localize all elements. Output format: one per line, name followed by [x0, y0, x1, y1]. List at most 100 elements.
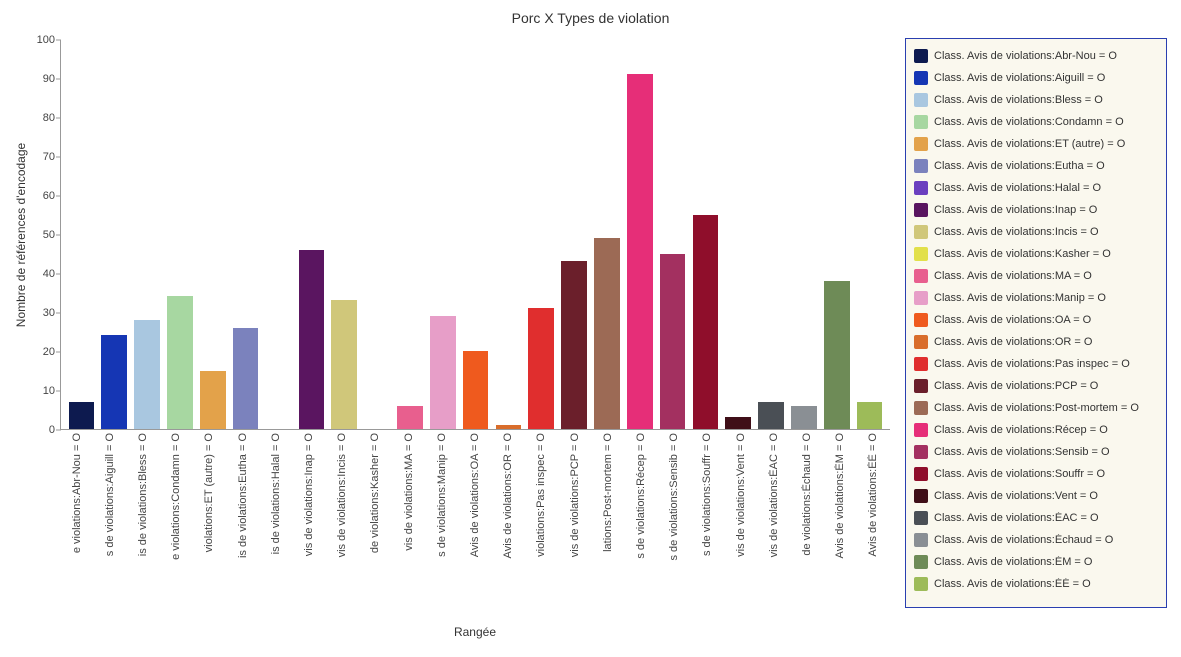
legend-item[interactable]: Class. Avis de violations:ÉM = O: [914, 551, 1158, 573]
legend-item[interactable]: Class. Avis de violations:Eutha = O: [914, 155, 1158, 177]
bar-slot: [656, 40, 689, 429]
legend-item[interactable]: Class. Avis de violations:Vent = O: [914, 485, 1158, 507]
y-tick-mark: [56, 352, 61, 353]
legend-label: Class. Avis de violations:Pas inspec = O: [934, 358, 1130, 370]
y-tick-label: 50: [43, 229, 55, 241]
legend-item[interactable]: Class. Avis de violations:Incis = O: [914, 221, 1158, 243]
legend-label: Class. Avis de violations:Kasher = O: [934, 248, 1111, 260]
bar-bless[interactable]: [134, 320, 160, 429]
bar-incis[interactable]: [331, 300, 357, 429]
bar-eutha[interactable]: [233, 328, 259, 429]
legend-item[interactable]: Class. Avis de violations:ÉÉ = O: [914, 573, 1158, 595]
bar-slot: [229, 40, 262, 429]
legend-swatch: [914, 203, 928, 217]
y-tick-label: 60: [43, 190, 55, 202]
legend-label: Class. Avis de violations:OA = O: [934, 314, 1091, 326]
y-tick-label: 40: [43, 268, 55, 280]
bar-slot: [755, 40, 788, 429]
bar-slot: [525, 40, 558, 429]
legend-item[interactable]: Class. Avis de violations:Halal = O: [914, 177, 1158, 199]
x-tick-label: vis de violations:Inap = O: [303, 433, 315, 556]
x-tick-label: vis de violations:MA = O: [403, 433, 415, 551]
bar-slot: [492, 40, 525, 429]
legend-label: Class. Avis de violations:Halal = O: [934, 182, 1101, 194]
bar-et-autre-[interactable]: [200, 371, 226, 430]
chart-page: Porc X Types de violation Nombre de réfé…: [0, 0, 1181, 657]
bar-oa[interactable]: [463, 351, 489, 429]
legend-item[interactable]: Class. Avis de violations:Abr-Nou = O: [914, 45, 1158, 67]
legend-item[interactable]: Class. Avis de violations:Kasher = O: [914, 243, 1158, 265]
x-tick-label: e violations:Abr-Nou = O: [71, 433, 83, 553]
x-labels-container: e violations:Abr-Nou = O s de violations:…: [60, 433, 890, 593]
y-tick-label: 80: [43, 112, 55, 124]
legend-item[interactable]: Class. Avis de violations:Souffr = O: [914, 463, 1158, 485]
legend-item[interactable]: Class. Avis de violations:ET (autre) = O: [914, 133, 1158, 155]
legend-label: Class. Avis de violations:Souffr = O: [934, 468, 1105, 480]
bar-inap[interactable]: [299, 250, 325, 429]
legend-item[interactable]: Class. Avis de violations:Manip = O: [914, 287, 1158, 309]
legend-item[interactable]: Class. Avis de violations:MA = O: [914, 265, 1158, 287]
legend-item[interactable]: Class. Avis de violations:Condamn = O: [914, 111, 1158, 133]
legend-item[interactable]: Class. Avis de violations:Inap = O: [914, 199, 1158, 221]
y-tick-mark: [56, 274, 61, 275]
bar-abr-nou[interactable]: [69, 402, 95, 429]
legend-item[interactable]: Class. Avis de violations:OR = O: [914, 331, 1158, 353]
bar-aiguill[interactable]: [101, 335, 127, 429]
bar-slot: [262, 40, 295, 429]
legend-item[interactable]: Class. Avis de violations:Aiguill = O: [914, 67, 1158, 89]
legend-item[interactable]: Class. Avis de violations:ÉAC = O: [914, 507, 1158, 529]
legend-item[interactable]: Class. Avis de violations:Récep = O: [914, 419, 1158, 441]
bar-slot: [65, 40, 98, 429]
bar-vent[interactable]: [725, 417, 751, 429]
legend-swatch: [914, 555, 928, 569]
bar--m[interactable]: [824, 281, 850, 429]
legend-label: Class. Avis de violations:Bless = O: [934, 94, 1103, 106]
x-tick-label: de violations:Kasher = O: [369, 433, 381, 553]
y-tick-mark: [56, 313, 61, 314]
legend-label: Class. Avis de violations:Aiguill = O: [934, 72, 1105, 84]
y-tick-label: 30: [43, 307, 55, 319]
bar-souffr[interactable]: [693, 215, 719, 430]
bar-condamn[interactable]: [167, 296, 193, 429]
y-tick-label: 0: [49, 424, 55, 436]
legend-item[interactable]: Class. Avis de violations:Échaud = O: [914, 529, 1158, 551]
bar--ac[interactable]: [758, 402, 784, 429]
bar-or[interactable]: [496, 425, 522, 429]
bar-sensib[interactable]: [660, 254, 686, 430]
y-tick-label: 90: [43, 73, 55, 85]
bar-slot: [820, 40, 853, 429]
bar-slot: [853, 40, 886, 429]
bar-slot: [164, 40, 197, 429]
x-tick-label: lations:Post-mortem = O: [602, 433, 614, 552]
legend-swatch: [914, 577, 928, 591]
legend-item[interactable]: Class. Avis de violations:Post-mortem = …: [914, 397, 1158, 419]
bar-r-cep[interactable]: [627, 74, 653, 429]
legend-swatch: [914, 401, 928, 415]
bar-slot: [459, 40, 492, 429]
bar-ma[interactable]: [397, 406, 423, 429]
bar-slot: [426, 40, 459, 429]
bar-post-mortem[interactable]: [594, 238, 620, 429]
x-tick-label: violations:Pas inspec = O: [535, 433, 547, 557]
legend-item[interactable]: Class. Avis de violations:Pas inspec = O: [914, 353, 1158, 375]
legend-item[interactable]: Class. Avis de violations:PCP = O: [914, 375, 1158, 397]
bar-pcp[interactable]: [561, 261, 587, 429]
legend-label: Class. Avis de violations:MA = O: [934, 270, 1092, 282]
legend-label: Class. Avis de violations:ÉAC = O: [934, 512, 1099, 524]
bar-pas-inspec[interactable]: [528, 308, 554, 429]
legend-swatch: [914, 533, 928, 547]
bar--chaud[interactable]: [791, 406, 817, 429]
legend-item[interactable]: Class. Avis de violations:Bless = O: [914, 89, 1158, 111]
legend-item[interactable]: Class. Avis de violations:OA = O: [914, 309, 1158, 331]
bar-manip[interactable]: [430, 316, 456, 429]
y-tick-mark: [56, 79, 61, 80]
x-tick-label: Avis de violations:OA = O: [469, 433, 481, 557]
x-tick-label: s de violations:Récep = O: [635, 433, 647, 559]
legend-item[interactable]: Class. Avis de violations:Sensib = O: [914, 441, 1158, 463]
bar--[interactable]: [857, 402, 883, 429]
x-tick-label: s de violations:Aiguill = O: [104, 433, 116, 556]
y-tick-mark: [56, 430, 61, 431]
legend-swatch: [914, 489, 928, 503]
x-tick-label: vis de violations:PCP = O: [569, 433, 581, 557]
bar-slot: [131, 40, 164, 429]
